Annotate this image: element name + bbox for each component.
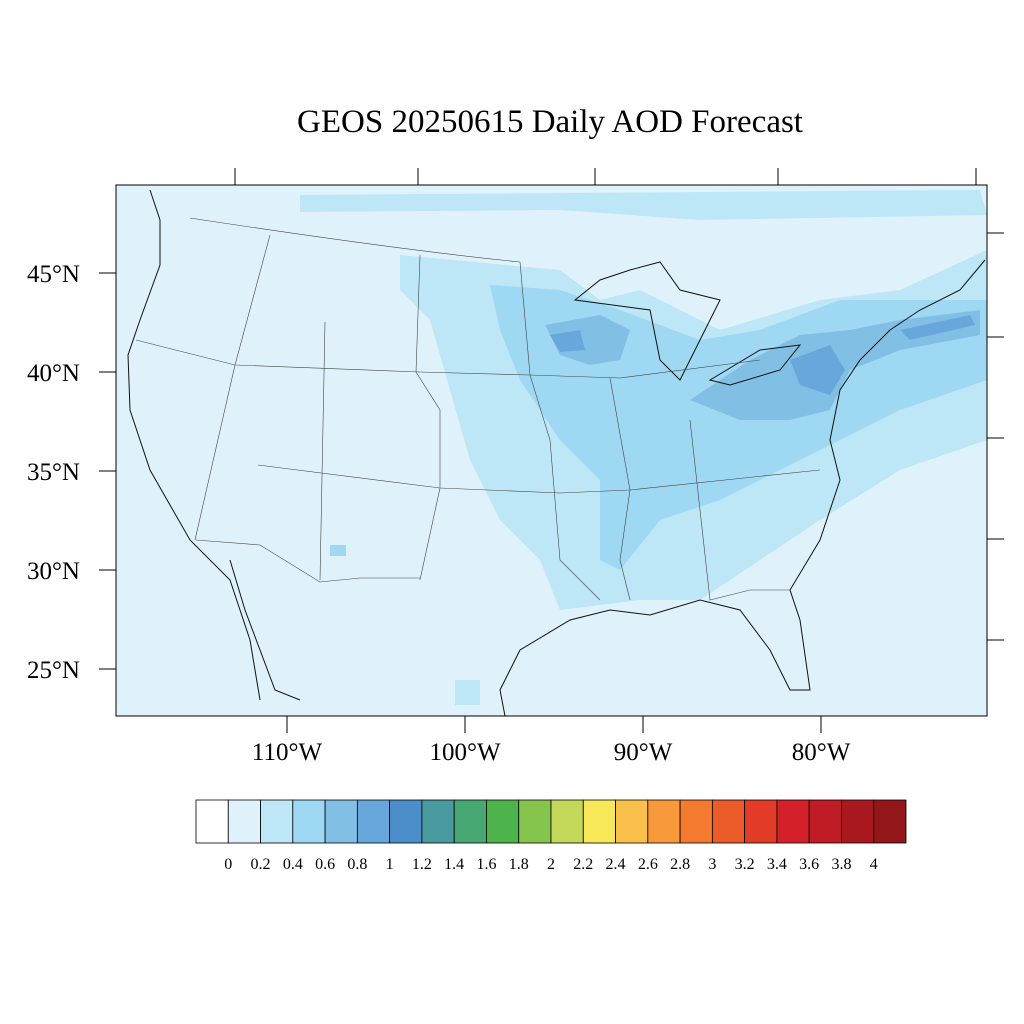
lon-label: 90°W xyxy=(614,739,673,766)
colorbar-label: 2.6 xyxy=(638,856,658,873)
colorbar-label: 3.8 xyxy=(831,856,851,873)
colorbar-swatch xyxy=(550,799,584,844)
colorbar-swatch xyxy=(873,799,907,844)
colorbar-swatch xyxy=(389,799,423,844)
colorbar-swatch xyxy=(776,799,810,844)
latitude-labels: 45°N 40°N 35°N 30°N 25°N xyxy=(27,261,80,684)
colorbar-swatch xyxy=(841,799,875,844)
colorbar-swatch xyxy=(453,799,487,844)
colorbar-swatch xyxy=(324,799,358,844)
plot-area xyxy=(99,168,1004,733)
colorbar-swatch xyxy=(647,799,681,844)
lon-label: 110°W xyxy=(252,739,323,766)
colorbar-swatch xyxy=(292,799,326,844)
colorbar-label: 1.6 xyxy=(476,856,496,873)
colorbar-swatch xyxy=(421,799,455,844)
colorbar-label: 2.2 xyxy=(573,856,593,873)
map-title: GEOS 20250615 Daily AOD Forecast xyxy=(297,104,803,140)
colorbar-label: 0.4 xyxy=(283,856,303,873)
colorbar-swatch xyxy=(582,799,616,844)
colorbar: 0 0.2 0.4 0.6 0.8 1 1.2 1.4 1.6 1.8 2 2.2 2.4 2.6 2.8 3… xyxy=(195,799,907,873)
colorbar-label: 0.8 xyxy=(347,856,367,873)
colorbar-swatch xyxy=(615,799,649,844)
colorbar-swatch xyxy=(518,799,552,844)
aod-field-peak xyxy=(550,315,975,395)
colorbar-label: 3.2 xyxy=(735,856,755,873)
colorbar-swatch xyxy=(744,799,778,844)
lon-label: 100°W xyxy=(429,739,500,766)
colorbar-label: 3.6 xyxy=(799,856,819,873)
colorbar-swatch xyxy=(260,799,294,844)
state-borders xyxy=(135,217,821,601)
colorbar-label: 3.4 xyxy=(767,856,787,873)
longitude-labels: 110°W 100°W 90°W 80°W xyxy=(252,739,851,766)
lon-label: 80°W xyxy=(792,739,851,766)
colorbar-swatch xyxy=(808,799,842,844)
colorbar-swatch xyxy=(486,799,520,844)
colorbar-swatch xyxy=(711,799,746,844)
colorbar-swatch xyxy=(679,799,713,844)
colorbar-label: 1.4 xyxy=(444,856,464,873)
colorbar-label: 2 xyxy=(547,856,555,873)
colorbar-label: 1 xyxy=(386,856,394,873)
colorbar-label: 1.8 xyxy=(509,856,529,873)
colorbar-label: 0.2 xyxy=(251,856,271,873)
colorbar-label: 1.2 xyxy=(412,856,432,873)
plot-frame xyxy=(115,184,988,717)
coastlines xyxy=(127,189,986,717)
colorbar-swatch xyxy=(356,799,391,844)
colorbar-label: 4 xyxy=(870,856,878,873)
colorbar-label: 2.8 xyxy=(670,856,690,873)
lat-label: 25°N xyxy=(27,657,80,684)
lat-label: 45°N xyxy=(27,261,80,288)
colorbar-label: 2.4 xyxy=(606,856,626,873)
colorbar-label: 3 xyxy=(708,856,716,873)
lat-label: 30°N xyxy=(27,558,80,585)
colorbar-label: 0 xyxy=(224,856,232,873)
lat-label: 35°N xyxy=(27,459,80,486)
colorbar-swatch xyxy=(195,799,229,844)
colorbar-swatch xyxy=(227,799,261,844)
colorbar-label: 0.6 xyxy=(315,856,335,873)
frame-ticks xyxy=(99,168,1004,733)
lat-label: 40°N xyxy=(27,360,80,387)
